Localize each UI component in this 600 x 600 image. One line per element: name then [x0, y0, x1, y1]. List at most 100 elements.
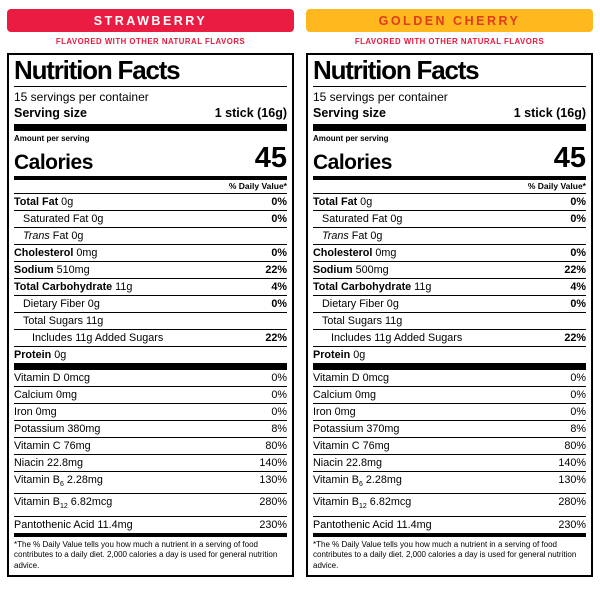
daily-value: 80% [564, 440, 586, 453]
serving-size-label: Serving size [313, 106, 386, 121]
vitamin-row: Potassium 370mg 8% [313, 421, 586, 439]
nutrient-row: Total Fat 0g 0% [313, 194, 586, 212]
daily-value: 280% [259, 496, 287, 509]
footnote: *The % Daily Value tells you how much a … [313, 539, 577, 570]
serving-size-row: Serving size 1 stick (16g) [14, 105, 287, 124]
daily-value: 0% [271, 406, 287, 419]
nutrient-name: Dietary Fiber 0g [322, 298, 399, 311]
vitamin-row: Vitamin B12 6.82mcg 280% [313, 494, 586, 517]
daily-value: 0% [271, 372, 287, 385]
daily-value: 0% [570, 406, 586, 419]
vitamin-row: Vitamin B6 2.28mg 130% [14, 472, 287, 495]
servings-per-container: 15 servings per container [313, 90, 448, 105]
serving-size-value: 1 stick (16g) [513, 106, 586, 121]
daily-value: 0% [570, 298, 586, 311]
daily-value: 0% [570, 247, 586, 260]
daily-value: 230% [259, 518, 287, 531]
nutrient-name: Protein 0g [313, 349, 366, 362]
nutrient-name: Iron 0mg [14, 406, 57, 419]
nutrient-name: Saturated Fat 0g [23, 213, 104, 226]
vitamin-row: Calcium 0mg 0% [313, 387, 586, 405]
flavor-band: STRAWBERRY [7, 9, 294, 32]
vitamin-row: Vitamin D 0mcg 0% [313, 370, 586, 388]
nutrient-name: Niacin 22.8mg [14, 457, 84, 470]
vitamin-row: Vitamin B6 2.28mg 130% [313, 472, 586, 495]
nutrient-name: Cholesterol 0mg [14, 247, 98, 260]
daily-value: 0% [271, 389, 287, 402]
nutrient-name: Cholesterol 0mg [313, 247, 397, 260]
panel-golden-cherry: GOLDEN CHERRY FLAVORED WITH OTHER NATURA… [306, 9, 593, 578]
nutrient-name: Sodium 510mg [14, 264, 90, 277]
nutrient-name: Includes 11g Added Sugars [331, 332, 463, 345]
vitamin-row: Niacin 22.8mg 140% [14, 455, 287, 473]
daily-value: 22% [265, 264, 287, 277]
nutrient-name: Total Fat 0g [313, 196, 373, 209]
nutrient-name: Total Sugars 11g [322, 315, 403, 328]
vitamin-row: Pantothenic Acid 11.4mg 230% [14, 517, 287, 533]
nutrition-facts-title: Nutrition Facts [14, 56, 287, 88]
vitamin-rows: Vitamin D 0mcg 0% Calcium 0mg 0% Iron 0mg 0% P… [14, 370, 287, 532]
nutrient-row: Total Fat 0g 0% [14, 194, 287, 212]
nutrition-facts-label: Nutrition Facts 15 servings per containe… [7, 53, 294, 578]
nutrient-name: Vitamin C 76mg [14, 440, 91, 453]
daily-value: 230% [558, 518, 586, 531]
nutrient-name: Potassium 370mg [313, 423, 400, 436]
servings-per-container: 15 servings per container [14, 90, 149, 105]
nutrient-name: Vitamin B6 2.28mg [313, 474, 402, 489]
calories-row: Calories 45 [313, 143, 586, 176]
nutrient-name: Sodium 500mg [313, 264, 389, 277]
nutrient-name: Vitamin B6 2.28mg [14, 474, 103, 489]
calories-value: 45 [254, 142, 287, 175]
nutrient-name: Calcium 0mg [14, 389, 78, 402]
nutrition-facts-label: Nutrition Facts 15 servings per containe… [306, 53, 593, 578]
nutrient-row: Cholesterol 0mg 0% [313, 245, 586, 263]
nutrient-rows: Total Fat 0g 0% Saturated Fat 0g 0% Trans Fa… [14, 194, 287, 363]
nutrient-name: Calcium 0mg [313, 389, 377, 402]
nutrient-name: Total Sugars 11g [23, 315, 104, 328]
nutrient-name: Includes 11g Added Sugars [32, 332, 164, 345]
calories-label: Calories [14, 151, 93, 175]
nutrient-name: Iron 0mg [313, 406, 356, 419]
vitamin-row: Vitamin B12 6.82mcg 280% [14, 494, 287, 517]
nutrient-name: Trans Fat 0g [322, 230, 383, 243]
amount-per-serving-label: Amount per serving [14, 134, 90, 144]
nutrient-name: Niacin 22.8mg [313, 457, 383, 470]
divider-bar-medium [313, 176, 586, 181]
nutrient-row: Total Carbohydrate 11g 4% [14, 279, 287, 297]
daily-value: 0% [570, 372, 586, 385]
daily-value: 0% [271, 247, 287, 260]
serving-size-label: Serving size [14, 106, 87, 121]
daily-value-header: % Daily Value* [14, 180, 287, 195]
divider-bar-thick [14, 363, 287, 371]
vitamin-row: Calcium 0mg 0% [14, 387, 287, 405]
serving-size-row: Serving size 1 stick (16g) [313, 105, 586, 124]
divider-bar-thick [14, 124, 287, 132]
nutrient-row: Sodium 510mg 22% [14, 262, 287, 280]
amount-per-serving-label: Amount per serving [313, 134, 389, 144]
daily-value: 280% [558, 496, 586, 509]
labels-container: STRAWBERRY FLAVORED WITH OTHER NATURAL F… [7, 9, 593, 578]
calories-label: Calories [313, 151, 392, 175]
nutrient-row: Cholesterol 0mg 0% [14, 245, 287, 263]
flavor-subheader: FLAVORED WITH OTHER NATURAL FLAVORS [55, 37, 246, 46]
vitamin-row: Iron 0mg 0% [14, 404, 287, 422]
calories-row: Calories 45 [14, 143, 287, 176]
vitamin-row: Iron 0mg 0% [313, 404, 586, 422]
nutrient-name: Vitamin B12 6.82mcg [14, 496, 113, 511]
nutrient-name: Protein 0g [14, 349, 67, 362]
nutrient-row: Trans Fat 0g [14, 228, 287, 246]
daily-value: 22% [564, 264, 586, 277]
nutrient-row: Sodium 500mg 22% [313, 262, 586, 280]
daily-value: 0% [570, 196, 586, 209]
vitamin-row: Pantothenic Acid 11.4mg 230% [313, 517, 586, 533]
daily-value: 140% [558, 457, 586, 470]
vitamin-row: Vitamin D 0mcg 0% [14, 370, 287, 388]
nutrient-name: Saturated Fat 0g [322, 213, 403, 226]
nutrient-name: Total Fat 0g [14, 196, 74, 209]
daily-value: 0% [570, 389, 586, 402]
nutrient-row: Total Carbohydrate 11g 4% [313, 279, 586, 297]
daily-value: 8% [570, 423, 586, 436]
daily-value-header: % Daily Value* [313, 180, 586, 195]
vitamin-rows: Vitamin D 0mcg 0% Calcium 0mg 0% Iron 0mg 0% P… [313, 370, 586, 532]
daily-value: 4% [271, 281, 287, 294]
